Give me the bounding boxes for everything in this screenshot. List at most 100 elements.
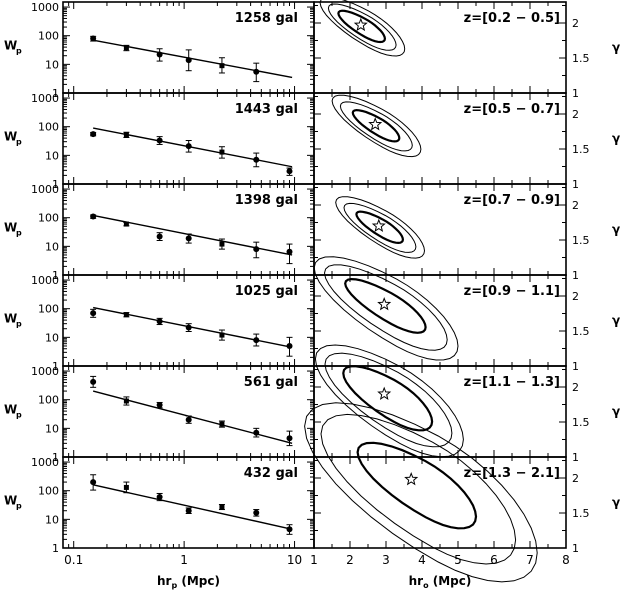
data-point: [123, 45, 129, 51]
data-point: [156, 494, 163, 501]
data-point: [253, 68, 260, 75]
y-tick-label: 1: [52, 360, 59, 373]
power-law-fit-line: [92, 484, 293, 530]
redshift-bin-label: z=[1.1 − 1.3]: [464, 375, 560, 390]
data-point: [253, 429, 260, 436]
gamma-tick-label: 1.5: [572, 234, 590, 247]
power-law-fit-line: [93, 306, 293, 348]
confidence-contour: [339, 101, 413, 152]
y-tick-label: 1: [52, 178, 59, 191]
data-point: [123, 484, 129, 490]
hro-tick-label: 5: [454, 553, 462, 567]
hrp-tick-label: 0.1: [64, 553, 83, 567]
y-tick-label: 1000: [31, 1, 59, 14]
gamma-axis-label: γ: [612, 41, 620, 55]
gamma-axis-label: γ: [612, 223, 620, 237]
y-tick-label: 10: [45, 513, 59, 526]
y-axis-label-sub: p: [16, 229, 22, 238]
galaxy-count-label: 432 gal: [244, 466, 298, 481]
data-point: [219, 63, 225, 69]
gamma-tick-label: 2: [572, 17, 579, 30]
gamma-tick-label: 1: [572, 542, 579, 555]
confidence-contour: [304, 402, 538, 583]
confidence-contour: [327, 3, 397, 51]
confidence-contour: [314, 344, 464, 458]
data-point: [90, 35, 97, 42]
confidence-contour: [320, 413, 517, 565]
data-point: [156, 51, 163, 58]
hro-tick-label: 2: [346, 553, 354, 567]
gamma-tick-label: 1.5: [572, 325, 590, 338]
y-axis-label: W: [4, 312, 17, 326]
data-point: [90, 131, 97, 138]
y-axis-label-sub: p: [16, 411, 22, 420]
data-point: [185, 235, 192, 242]
data-point: [90, 378, 97, 385]
hrp-axis-title: hrp (Mpc): [157, 574, 220, 590]
y-tick-label: 100: [38, 212, 59, 225]
power-law-fit-line: [93, 127, 293, 168]
confidence-contour: [356, 441, 478, 530]
galaxy-count-label: 1443 gal: [235, 102, 298, 117]
y-axis-label: W: [4, 403, 17, 417]
y-tick-label: 10: [45, 149, 59, 162]
y-axis-label: W: [4, 221, 17, 235]
data-point: [219, 332, 225, 338]
hro-tick-label: 8: [562, 553, 570, 567]
confidence-contour: [343, 202, 417, 253]
confidence-contour: [331, 94, 422, 158]
panel-row-1: 1 10 100 1000 Wp 1258 gal 1 1.5 2 γ z=[0.2 − 0.5]: [4, 0, 620, 100]
hrp-tick-label: 10: [287, 553, 302, 567]
gamma-tick-label: 1: [572, 451, 579, 464]
best-fit-star: [377, 297, 392, 311]
data-point: [219, 241, 225, 247]
panel-row-5: 1 10 100 1000 Wp 561 gal 1 1.5 2 γ z=[1.1 − 1.3]: [4, 344, 620, 464]
data-point: [185, 324, 192, 331]
confidence-contour: [313, 256, 459, 361]
gamma-tick-label: 1: [572, 360, 579, 373]
data-point: [90, 479, 97, 486]
y-tick-label: 1: [52, 269, 59, 282]
y-tick-label: 10: [45, 58, 59, 71]
y-tick-label: 1: [52, 451, 59, 464]
best-fit-star: [377, 386, 392, 401]
data-point: [123, 312, 129, 318]
gamma-tick-label: 2: [572, 290, 579, 303]
y-tick-label: 1: [52, 87, 59, 100]
gamma-tick-label: 2: [572, 381, 579, 394]
gamma-axis-label: γ: [612, 405, 620, 419]
data-point: [123, 132, 129, 138]
y-tick-label: 100: [38, 30, 59, 43]
gamma-axis-label: γ: [612, 132, 620, 146]
data-point: [253, 156, 260, 163]
data-point: [286, 248, 293, 255]
best-fit-star: [368, 117, 383, 131]
panel-row-2: 1 10 100 1000 Wp 1443 gal 1 1.5 2 γ z=[0.5 − 0.7]: [4, 92, 620, 191]
data-point: [185, 507, 192, 514]
data-point: [156, 137, 163, 144]
confidence-contour: [324, 352, 453, 448]
y-axis-label-sub: p: [16, 47, 22, 56]
power-law-fit-line: [93, 214, 293, 256]
redshift-bin-label: z=[0.5 − 0.7]: [464, 102, 560, 117]
gamma-tick-label: 2: [572, 199, 579, 212]
y-tick-label: 1000: [31, 183, 59, 196]
y-axis-label: W: [4, 130, 17, 144]
gamma-tick-label: 2: [572, 472, 579, 485]
data-point: [253, 509, 260, 516]
best-fit-star: [404, 472, 419, 486]
gamma-tick-label: 1: [572, 178, 579, 191]
data-point: [185, 416, 192, 423]
gamma-axis-label: γ: [612, 314, 620, 328]
y-tick-label: 100: [38, 303, 59, 316]
gamma-tick-label: 1.5: [572, 52, 590, 65]
redshift-bin-label: z=[1.3 − 2.1]: [464, 466, 560, 481]
data-point: [286, 435, 293, 442]
data-point: [156, 318, 163, 325]
data-point: [219, 504, 225, 510]
data-point: [156, 402, 163, 409]
best-fit-star: [353, 17, 368, 32]
data-point: [90, 213, 97, 220]
y-tick-label: 1000: [31, 92, 59, 105]
data-point: [219, 421, 225, 427]
